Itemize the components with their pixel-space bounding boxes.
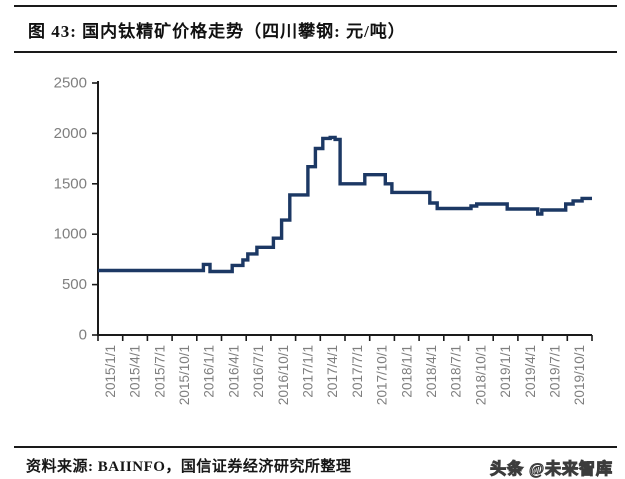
figure-footer: 资料来源: BAIINFO，国信证券经济研究所整理 头条 @未来智库 — [14, 446, 617, 479]
x-tick-label: 2015/7/1 — [152, 345, 167, 398]
x-tick-label: 2016/7/1 — [251, 345, 266, 398]
x-tick-label: 2017/7/1 — [350, 345, 365, 398]
y-tick-label: 1500 — [54, 175, 87, 192]
y-tick-label: 1000 — [54, 226, 87, 243]
x-tick-label: 2016/10/1 — [276, 345, 291, 405]
y-tick-label: 2000 — [54, 125, 87, 142]
x-tick-label: 2017/10/1 — [375, 345, 390, 405]
figure-title: 图 43: 国内钛精矿价格走势（四川攀钢: 元/吨） — [28, 22, 406, 41]
x-tick-label: 2019/1/1 — [498, 345, 513, 398]
x-tick-label: 2018/4/1 — [424, 345, 439, 398]
x-tick-label: 2016/1/1 — [202, 345, 217, 398]
y-tick-label: 500 — [62, 276, 87, 293]
y-tick-label: 0 — [79, 327, 87, 344]
x-tick-label: 2019/10/1 — [572, 345, 587, 405]
x-tick-label: 2018/10/1 — [473, 345, 488, 405]
x-tick-label: 2019/7/1 — [547, 345, 562, 398]
figure-header: 图 43: 国内钛精矿价格走势（四川攀钢: 元/吨） — [14, 5, 617, 53]
watermark: 头条 @未来智库 — [490, 460, 613, 478]
x-tick-label: 2017/4/1 — [325, 345, 340, 398]
y-tick-label: 2500 — [54, 75, 87, 92]
x-tick-label: 2018/7/1 — [449, 345, 464, 398]
price-line — [98, 135, 592, 274]
x-tick-label: 2019/4/1 — [523, 345, 538, 398]
x-tick-label: 2015/4/1 — [128, 345, 143, 398]
x-tick-label: 2015/10/1 — [177, 345, 192, 405]
source-note: 资料来源: BAIINFO，国信证券经济研究所整理 — [26, 459, 352, 475]
chart-area: 0 500 1000 1500 2000 2500 2015/1/1 2015/4/1 2015… — [0, 58, 625, 443]
x-tick-label: 2017/1/1 — [300, 345, 315, 398]
x-tick-label: 2016/4/1 — [226, 345, 241, 398]
x-tick-label: 2015/1/1 — [103, 345, 118, 398]
price-chart: 0 500 1000 1500 2000 2500 2015/1/1 2015/4/1 2015… — [54, 75, 593, 405]
x-tick-label: 2018/1/1 — [399, 345, 414, 398]
